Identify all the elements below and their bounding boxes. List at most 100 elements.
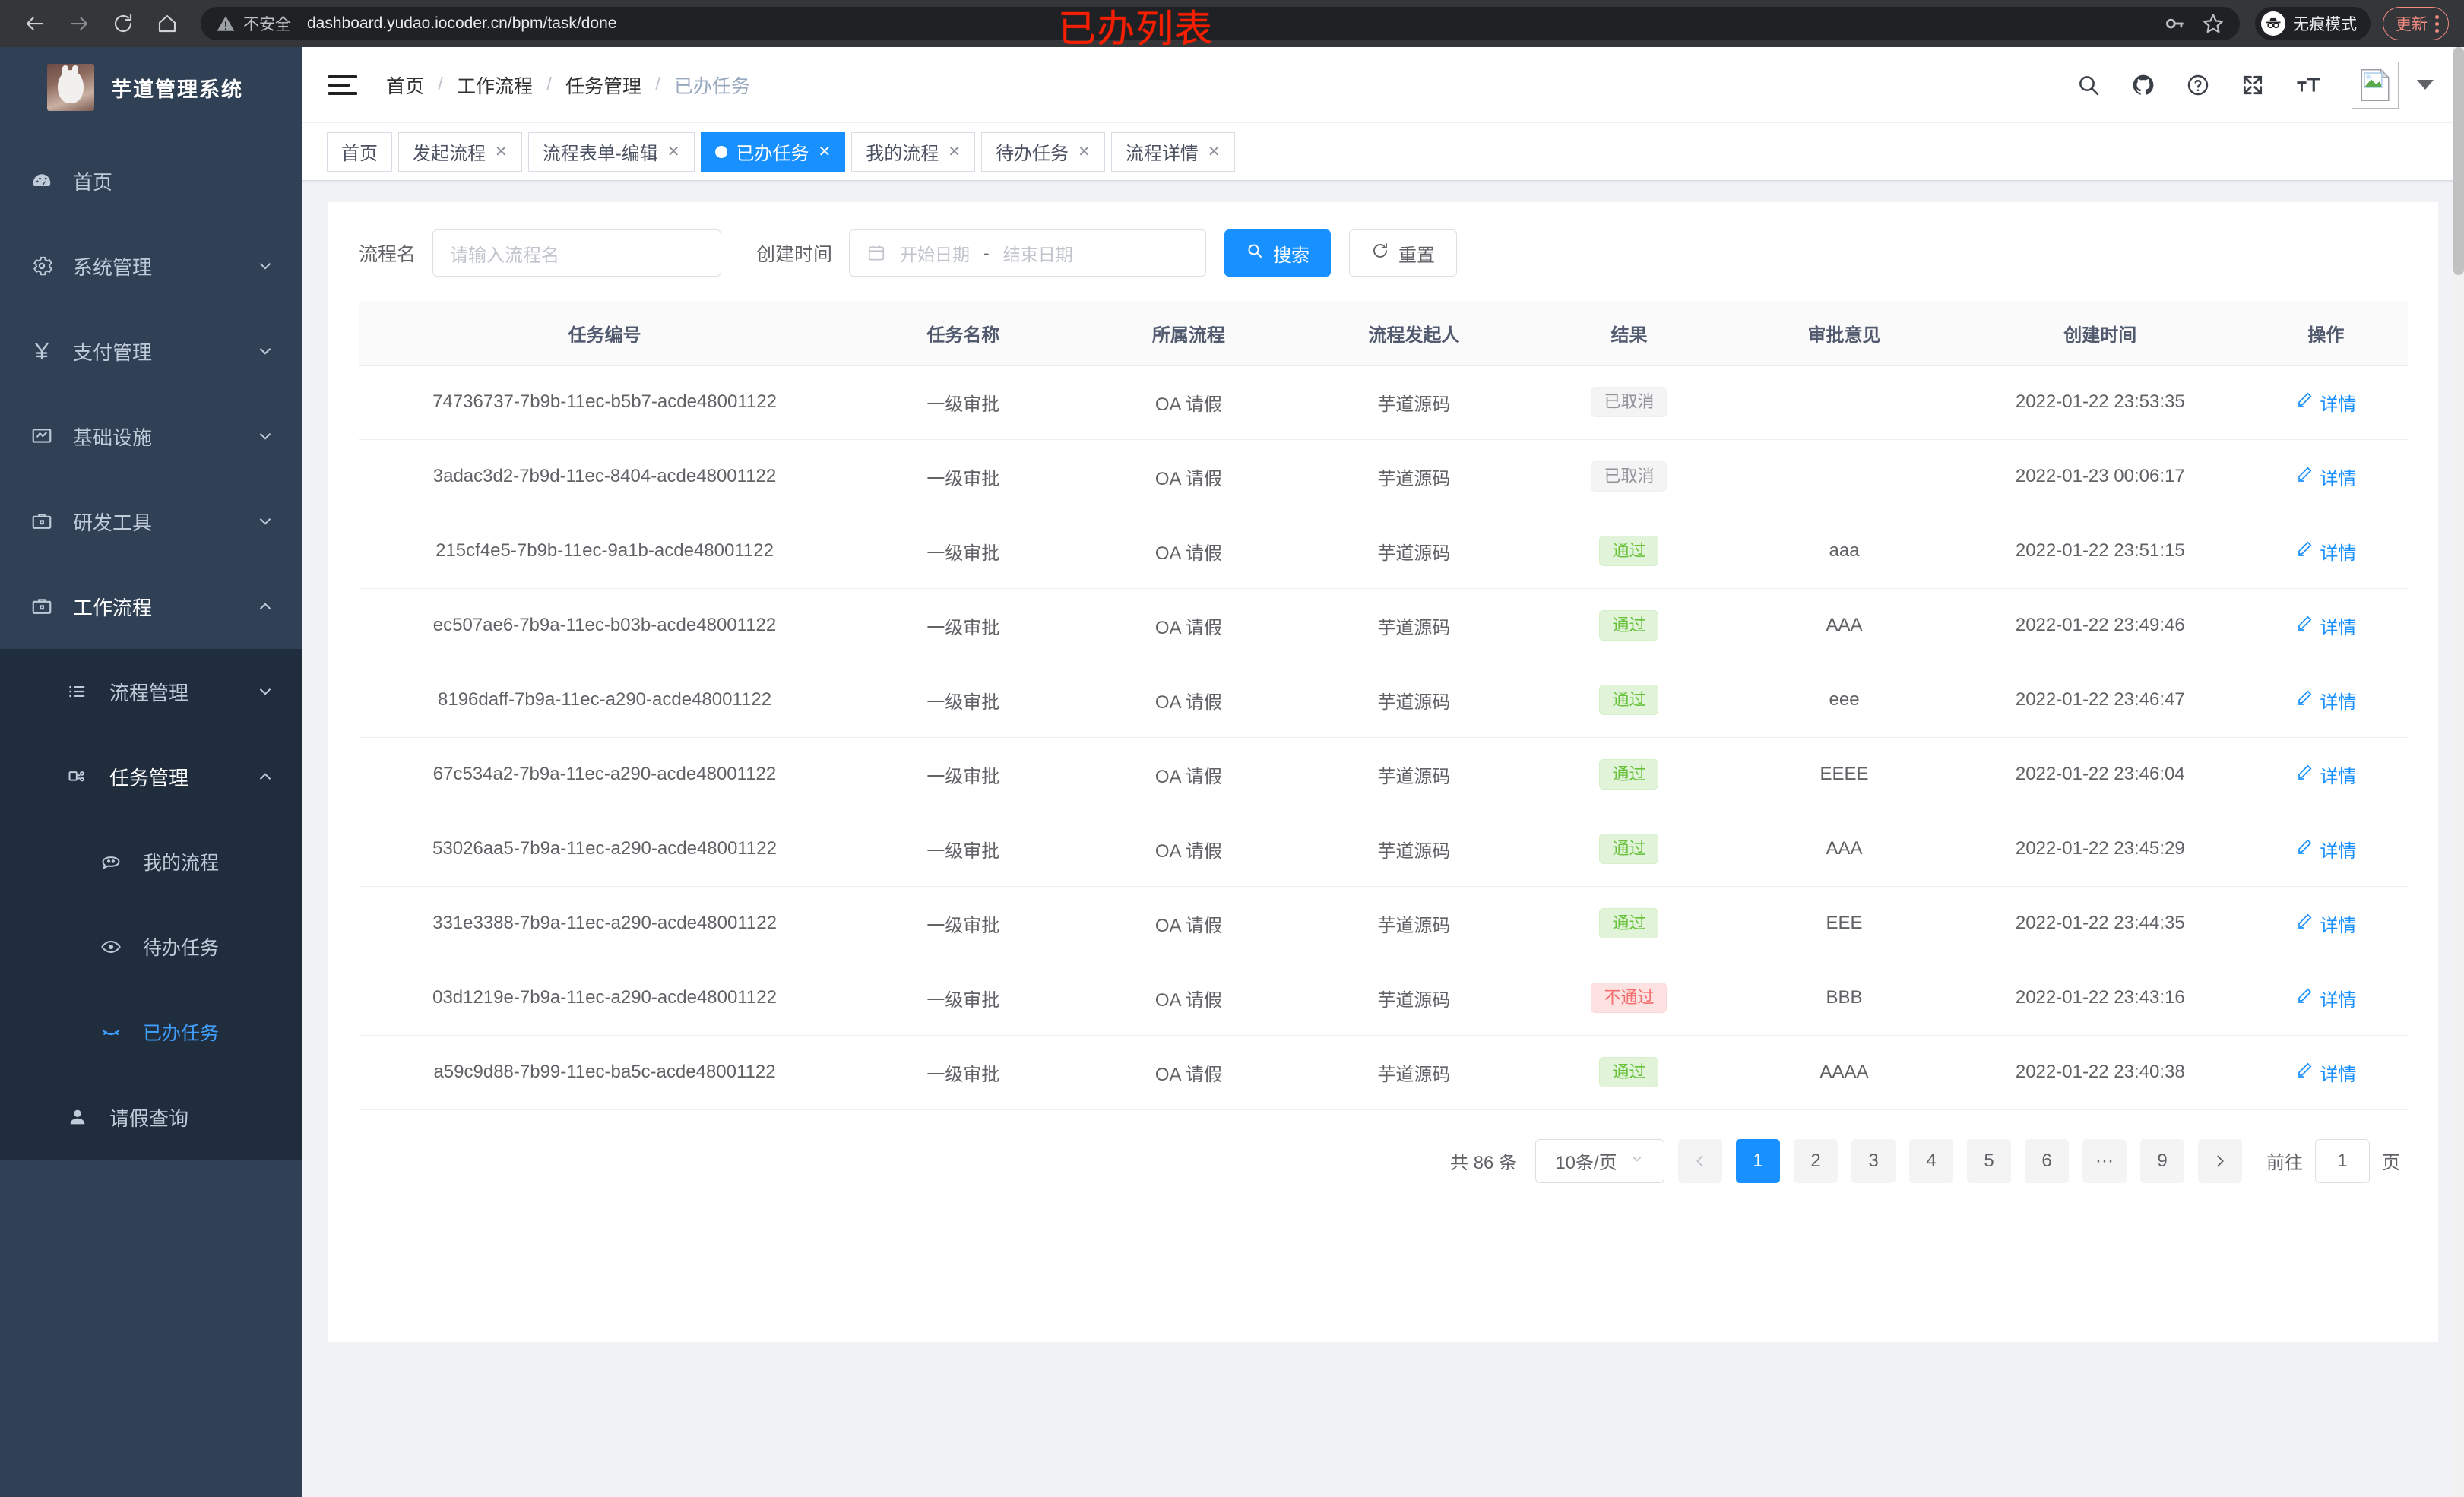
close-icon[interactable]: ✕ (818, 143, 831, 160)
page-button-6[interactable]: 6 (2025, 1138, 2069, 1183)
page-size-select[interactable]: 10条/页 (1535, 1138, 1664, 1183)
page-button-4[interactable]: 4 (1909, 1138, 1953, 1183)
active-dot-icon (714, 145, 727, 158)
tab-home[interactable]: 首页 (327, 131, 392, 172)
brand-title: 芋道管理系统 (111, 78, 243, 101)
main-column: 首页 / 工作流程 / 任务管理 / 已办任务 (302, 47, 2464, 1497)
sidebar-item-task-management[interactable]: 任务管理 (0, 734, 302, 819)
close-icon[interactable]: ✕ (667, 143, 680, 160)
cell-process: OA 请假 (1075, 1035, 1302, 1110)
sidebar-item-devtools[interactable]: 研发工具 (0, 479, 302, 564)
github-icon[interactable] (2131, 73, 2155, 97)
edit-pencil-icon (2295, 614, 2314, 638)
sidebar-item-process-management[interactable]: 流程管理 (0, 649, 302, 734)
tab-my-process[interactable]: 我的流程 ✕ (851, 131, 976, 172)
bookmark-star-icon[interactable] (2202, 12, 2225, 35)
tab-start-process[interactable]: 发起流程 ✕ (398, 131, 522, 172)
scrollbar-thumb[interactable] (2453, 47, 2464, 275)
page-button-5[interactable]: 5 (1967, 1138, 2011, 1183)
font-size-icon[interactable] (2295, 73, 2321, 97)
next-page-button[interactable] (2198, 1138, 2242, 1183)
sidebar-menu: 首页 系统管理 支付管理 基础设施 (0, 138, 302, 1160)
chevron-down-icon (255, 256, 275, 276)
detail-link[interactable]: 详情 (2295, 538, 2356, 565)
gear-icon (30, 255, 67, 277)
create-time-range-picker[interactable]: 开始日期 - 结束日期 (849, 229, 1207, 277)
detail-link-label: 详情 (2320, 617, 2357, 638)
goto-page-input[interactable]: 1 (2315, 1138, 2370, 1183)
process-name-input[interactable]: 请输入流程名 (432, 229, 722, 277)
incognito-indicator[interactable]: 无痕模式 (2255, 7, 2371, 40)
close-icon[interactable]: ✕ (1207, 143, 1221, 160)
page-jumper: 前往 1 页 (2266, 1138, 2400, 1183)
sidebar-item-label: 研发工具 (73, 511, 153, 534)
search-icon[interactable] (2076, 73, 2101, 97)
chevron-down-icon (1629, 1150, 1645, 1172)
sidebar-item-infrastructure[interactable]: 基础设施 (0, 394, 302, 479)
address-bar[interactable]: 不安全 dashboard.yudao.iocoder.cn/bpm/task/… (201, 7, 2240, 40)
detail-link[interactable]: 详情 (2295, 836, 2356, 862)
page-scrollbar[interactable] (2453, 47, 2464, 1497)
forward-arrow-icon[interactable] (59, 4, 99, 43)
detail-link[interactable]: 详情 (2295, 1059, 2356, 1086)
password-key-icon[interactable] (2164, 13, 2185, 34)
detail-link[interactable]: 详情 (2295, 464, 2356, 490)
sidebar-item-payment[interactable]: 支付管理 (0, 309, 302, 394)
status-badge: 已取消 (1591, 460, 1667, 492)
cell-task-name: 一级审批 (850, 812, 1076, 887)
cell-result: 已取消 (1526, 439, 1732, 514)
detail-link[interactable]: 详情 (2295, 687, 2356, 714)
table-row: 74736737-7b9b-11ec-b5b7-acde48001122 一级审批… (359, 365, 2408, 440)
sidebar-item-system[interactable]: 系统管理 (0, 223, 302, 309)
detail-link[interactable]: 详情 (2295, 389, 2356, 416)
sidebar-item-leave-query[interactable]: 请假查询 (0, 1074, 302, 1160)
page-button-9[interactable]: 9 (2140, 1138, 2184, 1183)
sidebar-item-home[interactable]: 首页 (0, 138, 302, 223)
detail-link[interactable]: 详情 (2295, 910, 2356, 937)
sidebar-item-my-process[interactable]: 我的流程 (0, 819, 302, 904)
brand[interactable]: 芋道管理系统 (0, 47, 302, 128)
update-button[interactable]: 更新 (2383, 7, 2449, 40)
reload-icon[interactable] (103, 4, 143, 43)
cell-opinion: EEE (1731, 886, 1957, 961)
back-arrow-icon[interactable] (15, 4, 55, 43)
breadcrumb-separator: / (546, 74, 552, 95)
page-ellipsis-button[interactable]: ··· (2082, 1138, 2127, 1183)
sidebar-item-done-task[interactable]: 已办任务 (0, 989, 302, 1074)
help-circle-icon[interactable] (2186, 73, 2210, 97)
tab-process-form-edit[interactable]: 流程表单-编辑 ✕ (527, 131, 695, 172)
home-icon[interactable] (147, 4, 187, 43)
breadcrumb-item[interactable]: 任务管理 (565, 75, 641, 97)
prev-page-button[interactable] (1678, 1138, 1722, 1183)
eye-closed-icon (100, 1021, 137, 1043)
close-icon[interactable]: ✕ (948, 143, 961, 160)
chevron-down-icon[interactable] (2417, 80, 2434, 90)
search-button[interactable]: 搜索 (1224, 229, 1332, 277)
detail-link[interactable]: 详情 (2295, 761, 2356, 788)
close-icon[interactable]: ✕ (1078, 143, 1091, 160)
cell-task-id: 3adac3d2-7b9d-11ec-8404-acde48001122 (359, 439, 851, 514)
top-navbar: 首页 / 工作流程 / 任务管理 / 已办任务 (302, 47, 2464, 123)
tab-process-detail[interactable]: 流程详情 ✕ (1110, 131, 1235, 172)
detail-link[interactable]: 详情 (2295, 612, 2356, 639)
hamburger-menu-icon[interactable] (328, 74, 357, 95)
avatar[interactable] (2352, 61, 2399, 109)
detail-link[interactable]: 详情 (2295, 985, 2356, 1011)
page-button-3[interactable]: 3 (1851, 1138, 1896, 1183)
cell-task-id: 331e3388-7b9a-11ec-a290-acde48001122 (359, 886, 851, 961)
page-button-1[interactable]: 1 (1736, 1138, 1780, 1183)
sidebar-item-todo-task[interactable]: 待办任务 (0, 904, 302, 989)
breadcrumb-item[interactable]: 首页 (386, 75, 425, 97)
kebab-menu-icon[interactable] (2435, 14, 2439, 33)
tab-done-task[interactable]: 已办任务 ✕ (700, 131, 846, 172)
reset-button[interactable]: 重置 (1349, 229, 1458, 277)
cell-process: OA 请假 (1075, 514, 1302, 589)
tab-label: 发起流程 (413, 144, 486, 164)
sidebar-item-workflow[interactable]: 工作流程 (0, 564, 302, 649)
close-icon[interactable]: ✕ (495, 143, 508, 160)
edit-pencil-icon (2295, 1061, 2314, 1084)
breadcrumb-item[interactable]: 工作流程 (456, 75, 533, 97)
page-button-2[interactable]: 2 (1794, 1138, 1838, 1183)
tab-todo-task[interactable]: 待办任务 ✕ (981, 131, 1105, 172)
fullscreen-icon[interactable] (2241, 73, 2265, 97)
